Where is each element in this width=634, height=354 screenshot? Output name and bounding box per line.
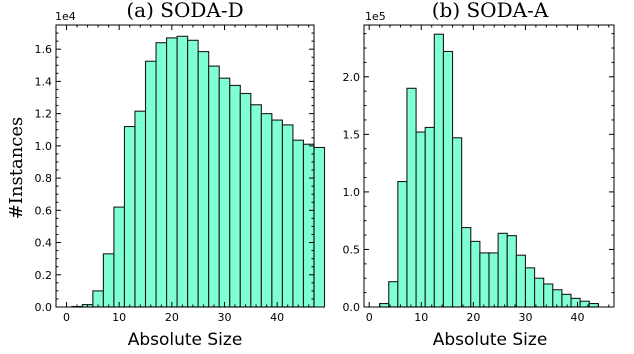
y-tick-label: 1.6 xyxy=(35,43,53,56)
x-tick-label: 30 xyxy=(518,311,532,324)
chart-title-soda-a: (b) SODA-A xyxy=(432,0,549,22)
bar-soda-d xyxy=(134,110,147,308)
x-tick-label: 20 xyxy=(466,311,480,324)
bar-soda-a xyxy=(406,87,417,308)
bar-soda-d xyxy=(218,77,231,308)
bar-soda-d xyxy=(260,113,273,308)
bar-soda-a xyxy=(461,227,472,308)
panel-soda-a: (b) SODA-A 1e5 Absolute Size 0 10 20 30 40 0.… xyxy=(343,0,615,350)
bar-soda-a xyxy=(442,50,454,308)
plot-frame-soda-d xyxy=(55,24,315,308)
y-tick-label: 1.2 xyxy=(35,108,53,121)
bar-soda-a xyxy=(588,302,599,308)
bar-soda-a xyxy=(515,254,527,308)
panel-soda-d: (a) SODA-D 1e4 #Instances Absolute Size … xyxy=(6,0,326,350)
bars-soda-a xyxy=(379,33,599,308)
bar-soda-a xyxy=(506,235,517,308)
bar-soda-d xyxy=(281,124,294,308)
y-tick-label: 0.6 xyxy=(35,204,53,217)
bar-soda-d xyxy=(144,60,157,308)
bar-soda-a xyxy=(570,297,581,308)
x-axis-label-soda-a: Absolute Size xyxy=(433,330,548,350)
bar-soda-d xyxy=(229,84,241,308)
bar-soda-a xyxy=(543,283,554,308)
bar-soda-a xyxy=(524,267,536,308)
y-tick-label: 0.0 xyxy=(343,301,361,314)
bar-soda-a xyxy=(424,126,435,308)
y-tick-label: 1.5 xyxy=(343,128,361,141)
bar-soda-a xyxy=(497,232,508,308)
bar-soda-d xyxy=(123,125,136,308)
bar-soda-a xyxy=(488,252,499,308)
bar-soda-d xyxy=(102,253,115,308)
chart-title-soda-d: (a) SODA-D xyxy=(126,0,243,22)
bar-soda-d xyxy=(187,39,199,308)
bar-soda-a xyxy=(561,293,572,308)
bar-soda-d xyxy=(176,35,189,308)
bar-soda-d xyxy=(197,51,210,308)
bar-soda-d xyxy=(113,206,125,308)
bar-soda-a xyxy=(379,302,390,308)
bar-soda-d xyxy=(292,139,305,308)
bar-soda-a xyxy=(388,281,399,308)
bar-soda-a xyxy=(534,277,545,308)
bar-soda-a xyxy=(470,240,481,308)
x-tick-label: 10 xyxy=(112,311,126,324)
y-tick-label: 0.5 xyxy=(343,243,361,256)
y-tick-label: 0.4 xyxy=(35,237,53,250)
bar-soda-d xyxy=(155,42,168,308)
y-tick-label: 2.0 xyxy=(343,71,361,84)
x-tick-label: 0 xyxy=(63,311,70,324)
bar-soda-a xyxy=(451,137,463,308)
x-axis-label-soda-d: Absolute Size xyxy=(128,330,243,350)
x-tick-label: 30 xyxy=(217,311,231,324)
y-tick-label: 0.2 xyxy=(35,269,53,282)
y-tick-label: 0.0 xyxy=(35,301,53,314)
y-tick-label: 1.4 xyxy=(35,75,53,88)
bar-soda-d xyxy=(313,146,326,308)
bar-soda-d xyxy=(166,37,178,308)
x-tick-label: 0 xyxy=(366,311,373,324)
y-multiplier-soda-d: 1e4 xyxy=(55,10,76,23)
bar-soda-d xyxy=(250,104,262,308)
x-tick-label: 40 xyxy=(270,311,284,324)
x-tick-label: 20 xyxy=(165,311,179,324)
plot-frame-soda-a xyxy=(363,24,615,308)
x-tick-label: 40 xyxy=(571,311,585,324)
y-multiplier-soda-a: 1e5 xyxy=(365,10,386,23)
y-tick-label: 0.8 xyxy=(35,172,53,185)
bar-soda-d xyxy=(208,65,220,308)
y-tick-label: 1.0 xyxy=(35,140,53,153)
bar-soda-d xyxy=(239,92,252,308)
x-tick-label: 10 xyxy=(414,311,428,324)
y-tick-label: 1.0 xyxy=(343,186,361,199)
bar-soda-a xyxy=(433,33,444,308)
bar-soda-a xyxy=(415,131,426,308)
bar-soda-d xyxy=(271,119,283,308)
bar-soda-a xyxy=(397,180,408,308)
y-axis-label: #Instances xyxy=(6,117,27,220)
bar-soda-a xyxy=(479,252,490,308)
bars-soda-d xyxy=(71,35,326,308)
bar-soda-a xyxy=(552,289,563,308)
